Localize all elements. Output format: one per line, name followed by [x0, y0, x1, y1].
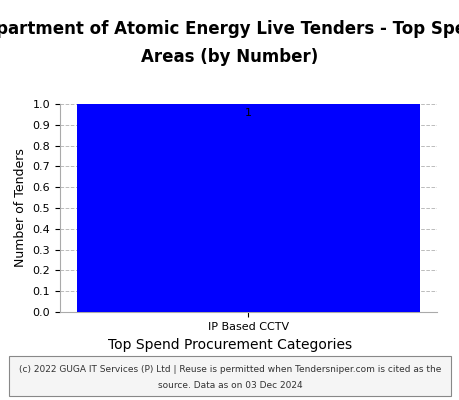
Y-axis label: Number of Tenders: Number of Tenders [14, 148, 27, 268]
Text: (c) 2022 GUGA IT Services (P) Ltd | Reuse is permitted when Tendersniper.com is : (c) 2022 GUGA IT Services (P) Ltd | Reus… [19, 366, 440, 374]
Text: Areas (by Number): Areas (by Number) [141, 48, 318, 66]
Text: source. Data as on 03 Dec 2024: source. Data as on 03 Dec 2024 [157, 382, 302, 390]
Text: 1: 1 [244, 108, 252, 118]
FancyBboxPatch shape [9, 356, 450, 396]
Text: Top Spend Procurement Categories: Top Spend Procurement Categories [108, 338, 351, 352]
Text: Department of Atomic Energy Live Tenders - Top Spend: Department of Atomic Energy Live Tenders… [0, 20, 459, 38]
